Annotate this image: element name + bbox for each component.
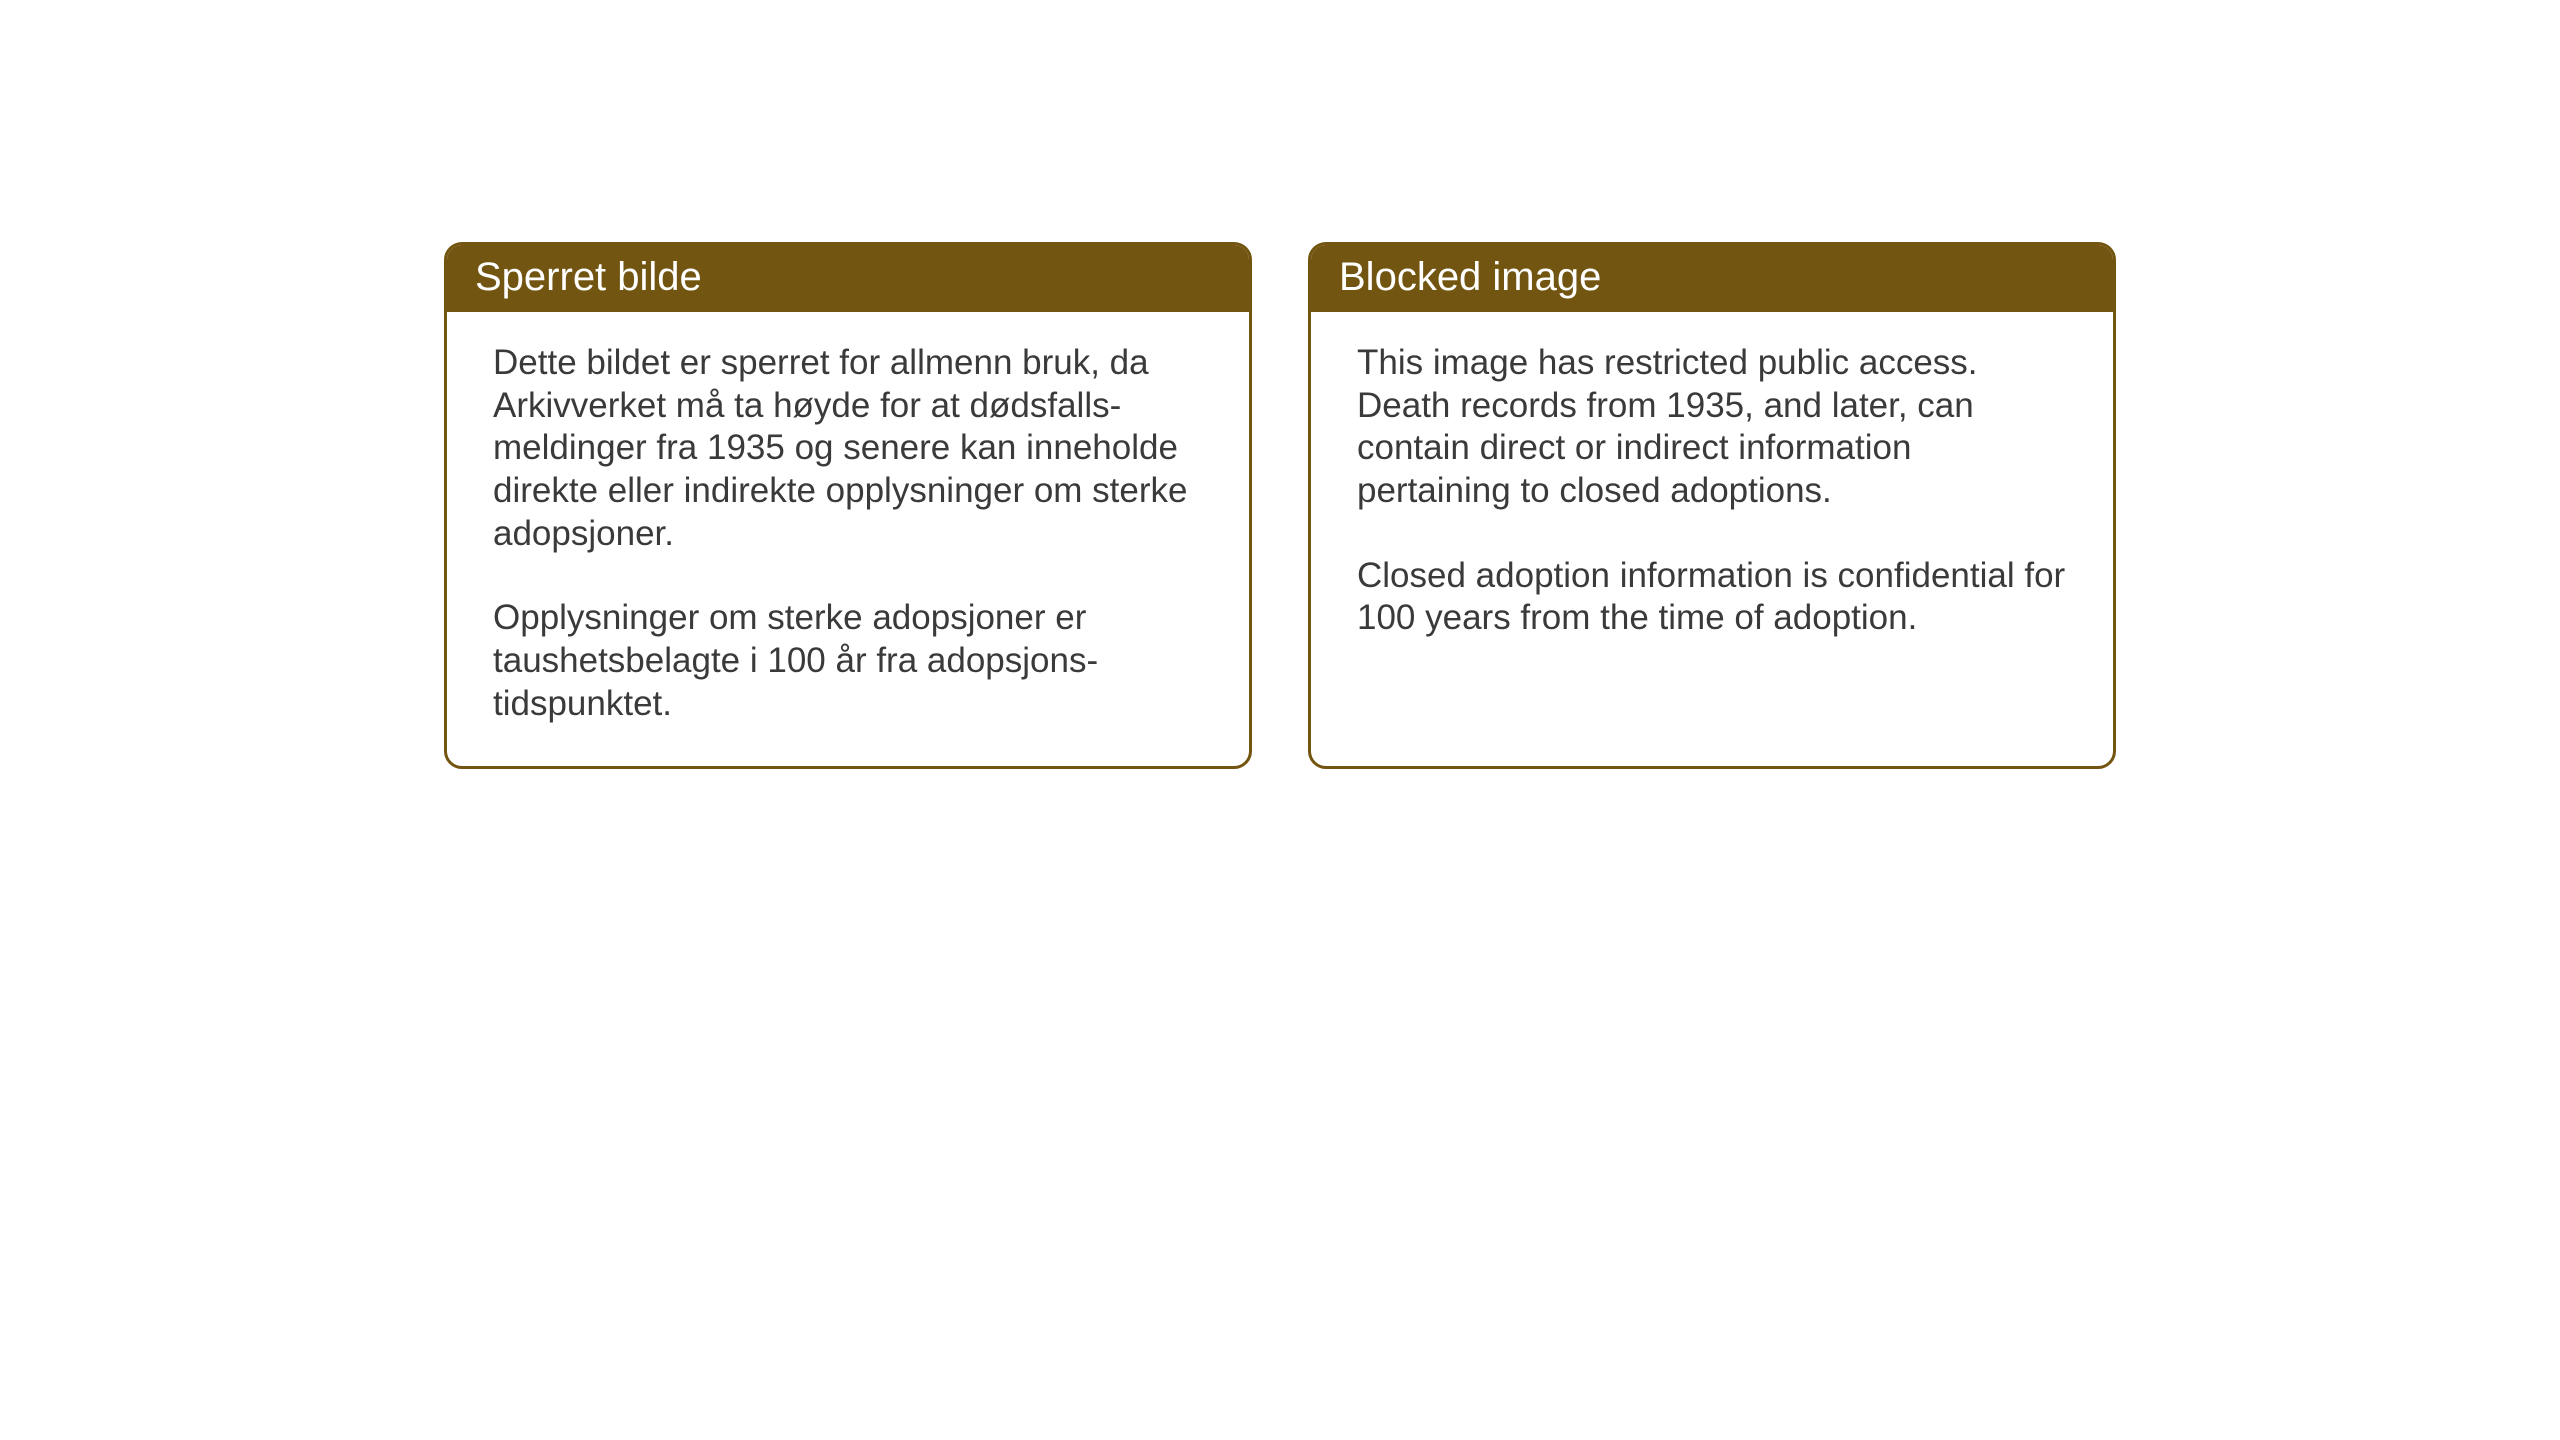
card-body-english: This image has restricted public access.… — [1311, 312, 2113, 752]
card-paragraph-norwegian-1: Dette bildet er sperret for allmenn bruk… — [493, 342, 1203, 555]
card-paragraph-english-1: This image has restricted public access.… — [1357, 342, 2067, 513]
card-header-english: Blocked image — [1311, 245, 2113, 312]
notice-card-english: Blocked image This image has restricted … — [1308, 242, 2116, 769]
card-paragraph-norwegian-2: Opplysninger om sterke adopsjoner er tau… — [493, 597, 1203, 725]
card-body-norwegian: Dette bildet er sperret for allmenn bruk… — [447, 312, 1249, 766]
notice-container: Sperret bilde Dette bildet er sperret fo… — [444, 242, 2116, 769]
notice-card-norwegian: Sperret bilde Dette bildet er sperret fo… — [444, 242, 1252, 769]
card-paragraph-english-2: Closed adoption information is confident… — [1357, 555, 2067, 640]
card-title-norwegian: Sperret bilde — [475, 255, 702, 299]
card-header-norwegian: Sperret bilde — [447, 245, 1249, 312]
card-title-english: Blocked image — [1339, 255, 1601, 299]
